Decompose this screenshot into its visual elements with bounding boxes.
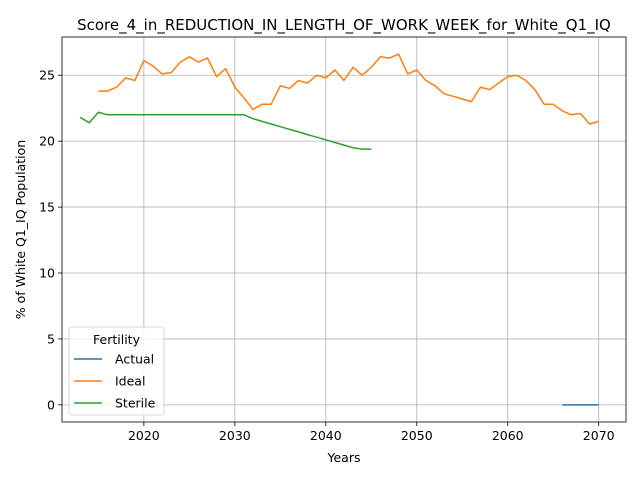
y-tick-label: 0 <box>47 397 55 412</box>
series-lines <box>79 53 599 406</box>
y-tick-label: 15 <box>39 200 55 215</box>
series-line-ideal <box>98 53 599 125</box>
x-axis: 2020 2030 2040 2050 2060 2070 <box>128 422 615 443</box>
legend-label-ideal: Ideal <box>115 374 145 389</box>
chart-title: Score_4_in_REDUCTION_IN_LENGTH_OF_WORK_W… <box>77 16 611 35</box>
y-tick-label: 10 <box>39 266 55 281</box>
plot-frame <box>61 36 627 423</box>
x-tick-label: 2040 <box>310 428 342 443</box>
legend-title: Fertility <box>93 332 141 347</box>
y-axis-label: % of White Q1_IQ Population <box>13 140 28 319</box>
y-tick-label: 5 <box>47 331 55 346</box>
x-tick-label: 2070 <box>583 428 615 443</box>
y-tick-label: 25 <box>39 68 55 83</box>
y-axis: 0 5 10 15 20 25 <box>39 68 62 412</box>
x-tick-label: 2030 <box>219 428 251 443</box>
legend-label-actual: Actual <box>115 352 154 367</box>
y-tick-label: 20 <box>39 134 55 149</box>
legend-label-sterile: Sterile <box>115 396 156 411</box>
x-axis-label: Years <box>327 450 361 465</box>
x-tick-label: 2060 <box>492 428 524 443</box>
series-line-sterile <box>79 111 372 150</box>
x-tick-label: 2050 <box>401 428 433 443</box>
legend: Fertility Actual Ideal Sterile <box>68 326 165 416</box>
x-tick-label: 2020 <box>128 428 160 443</box>
legend-box <box>68 326 165 416</box>
